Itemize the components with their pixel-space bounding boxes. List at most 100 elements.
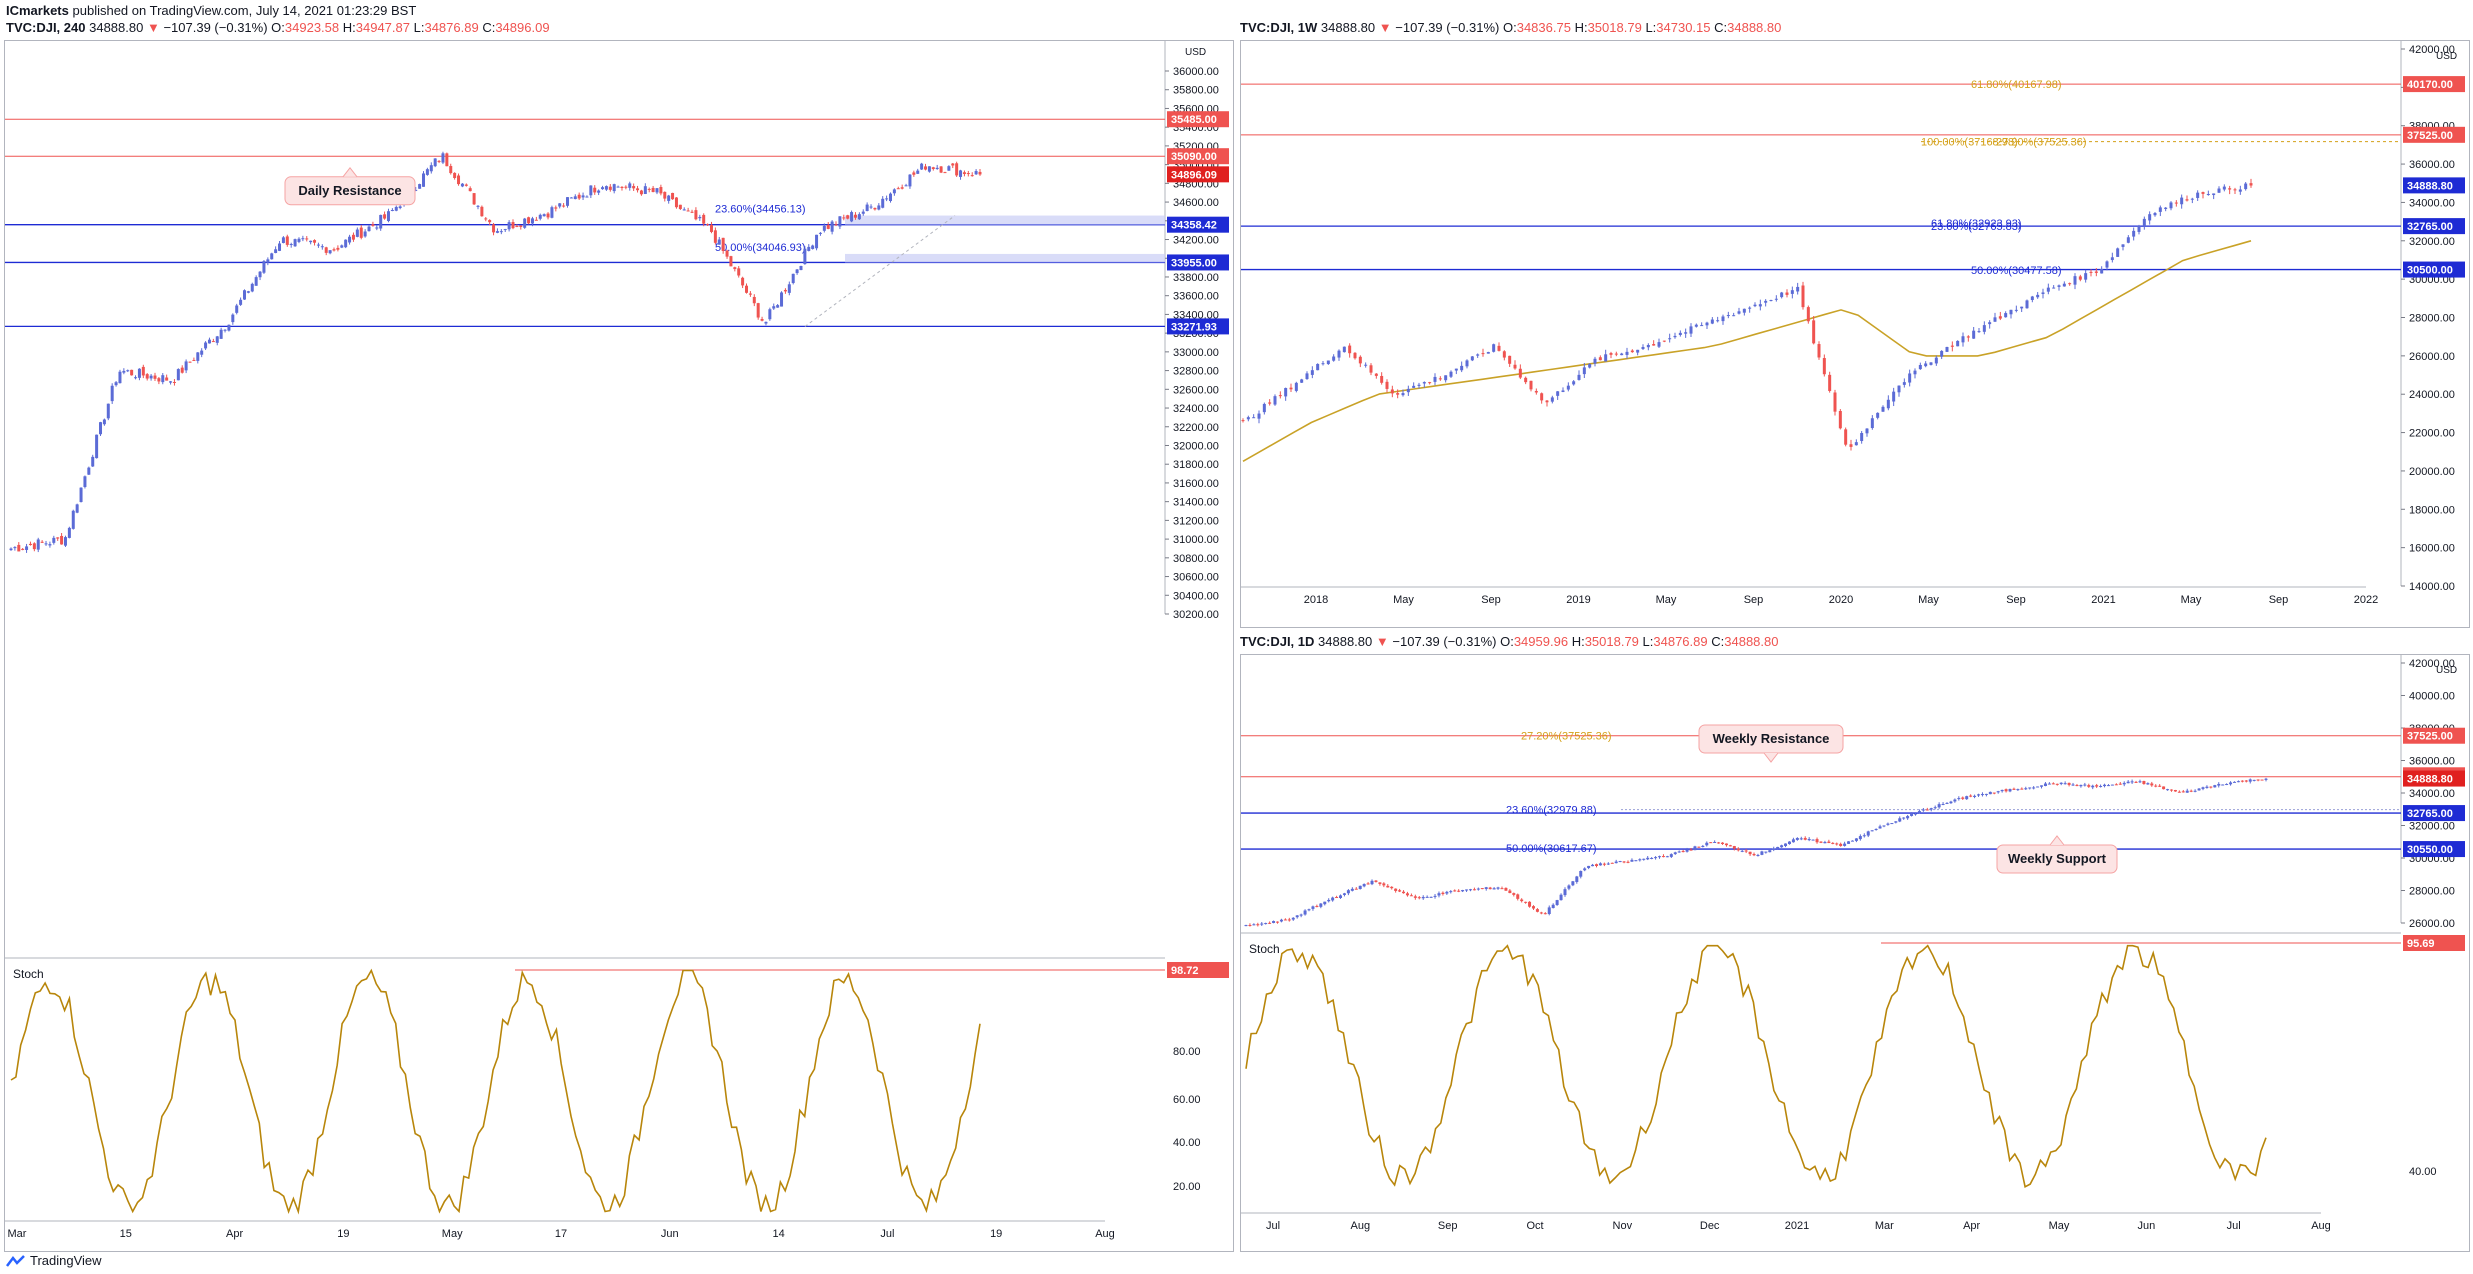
candle-up [386, 211, 390, 222]
candle-up [137, 368, 141, 378]
candle-down [2118, 783, 2122, 785]
candle-down [1732, 846, 1736, 849]
candle-up [2116, 248, 2120, 257]
candle-up [1862, 835, 1866, 837]
price-tick-label: 32200.00 [1173, 422, 1219, 434]
chart-canvas-weekly[interactable]: USD42000.0040000.0038000.0036000.0034000… [1241, 41, 2469, 627]
candle-down [445, 153, 449, 167]
time-tick-label: Aug [1351, 1220, 1371, 1232]
price-tick-label: 31400.00 [1173, 497, 1219, 509]
candle-up [698, 216, 702, 219]
candle-down [725, 250, 729, 257]
candle-up [1593, 358, 1597, 364]
candle-up [425, 169, 429, 175]
price-tick-label: 34000.00 [2409, 197, 2455, 209]
candle-up [1716, 320, 1720, 322]
candle-down [1839, 843, 1843, 847]
candle-up [569, 197, 573, 199]
candle-up [1796, 286, 1800, 292]
candle-up [1705, 322, 1709, 326]
fib-label: 23.60%(32765.83) [1931, 221, 2022, 233]
publisher-name[interactable]: ICmarkets [6, 3, 69, 18]
price-tag-label: 35485.00 [1171, 114, 1217, 126]
candle-up [2217, 188, 2221, 193]
candle-up [2197, 788, 2201, 791]
candle-down [1283, 919, 1287, 921]
candle-down [1828, 374, 1832, 391]
candle-down [1374, 373, 1378, 376]
time-tick-label: Jul [880, 1228, 894, 1240]
candle-up [270, 253, 274, 260]
candle-up [2071, 784, 2075, 786]
chart-panel-weekly[interactable]: USD42000.0040000.0038000.0036000.0034000… [1240, 40, 2470, 628]
candle-up [628, 183, 632, 188]
chart-canvas-daily[interactable]: USD42000.0040000.0038000.0036000.0034000… [1241, 655, 2469, 1251]
candle-up [916, 170, 920, 174]
candle-up [1668, 338, 1672, 340]
candle-up [1684, 332, 1688, 334]
candle-up [2196, 192, 2200, 198]
candle-up [1362, 884, 1366, 887]
candle-up [2062, 283, 2066, 287]
candle-up [2185, 790, 2189, 793]
candle-up [1300, 379, 1304, 383]
candle-up [1591, 864, 1595, 867]
symbol-label[interactable]: TVC:DJI, 1W [1240, 20, 1318, 35]
candle-up [25, 546, 29, 550]
candle-up [1566, 385, 1570, 390]
candle-up [885, 198, 889, 200]
price-tick-label: 42000.00 [2409, 44, 2455, 56]
candle-down [955, 163, 959, 176]
stoch-tick-label: 80.00 [1173, 1046, 1201, 1058]
open-value: 34923.58 [284, 20, 340, 35]
candle-up [239, 299, 243, 305]
candle-down [437, 160, 441, 162]
candle-down [2244, 780, 2248, 782]
chart-panel-daily[interactable]: USD42000.0040000.0038000.0036000.0034000… [1240, 654, 2470, 1252]
candle-down [1534, 390, 1538, 393]
candle-up [1910, 813, 1914, 816]
candle-down [1398, 890, 1402, 892]
tradingview-footer[interactable]: TradingView [6, 1253, 102, 1268]
chart-canvas-4h[interactable]: USD36000.0035800.0035600.0035400.0035200… [5, 41, 1233, 1251]
candle-up [2030, 296, 2034, 301]
price-tag-support [2403, 261, 2465, 278]
candle-down [826, 224, 830, 229]
candle-down [2240, 780, 2244, 782]
candle-up [503, 229, 507, 231]
candle-up [1929, 808, 1933, 810]
candle-up [398, 206, 402, 209]
candle-up [1572, 381, 1576, 385]
candle-up [2073, 276, 2077, 285]
candle-up [2213, 785, 2217, 788]
candle-down [1709, 842, 1713, 844]
symbol-label[interactable]: TVC:DJI, 240 [6, 20, 86, 35]
candle-up [2229, 782, 2233, 785]
candle-up [422, 173, 426, 187]
candle-up [1890, 823, 1894, 825]
candle-up [1894, 821, 1898, 823]
candle-down [1697, 846, 1701, 848]
candle-down [1497, 345, 1501, 351]
candle-up [1339, 895, 1343, 898]
candle-up [1295, 915, 1299, 918]
candle-down [1529, 380, 1533, 390]
symbol-label[interactable]: TVC:DJI, 1D [1240, 634, 1315, 649]
candle-down [2087, 785, 2091, 787]
candle-up [1486, 352, 1490, 354]
candle-down [1736, 848, 1740, 851]
candle-up [1768, 850, 1772, 853]
high-value: 35018.79 [1584, 634, 1639, 649]
candle-up [1556, 391, 1560, 396]
candle-down [1480, 888, 1484, 890]
candle-up [1327, 899, 1331, 902]
stoch-tick-label: 40.00 [1173, 1137, 1201, 1149]
time-tick-label: Jul [1266, 1220, 1280, 1232]
chart-panel-4h[interactable]: USD 36000.00 35800.00 35600.00 35400.00 35200… [4, 40, 1234, 1252]
candle-up [1756, 854, 1760, 856]
candle-down [639, 190, 643, 195]
candle-up [1587, 865, 1591, 868]
candle-down [2095, 785, 2099, 787]
time-tick-label: Sep [1744, 594, 1764, 606]
candle-down [1744, 850, 1748, 852]
